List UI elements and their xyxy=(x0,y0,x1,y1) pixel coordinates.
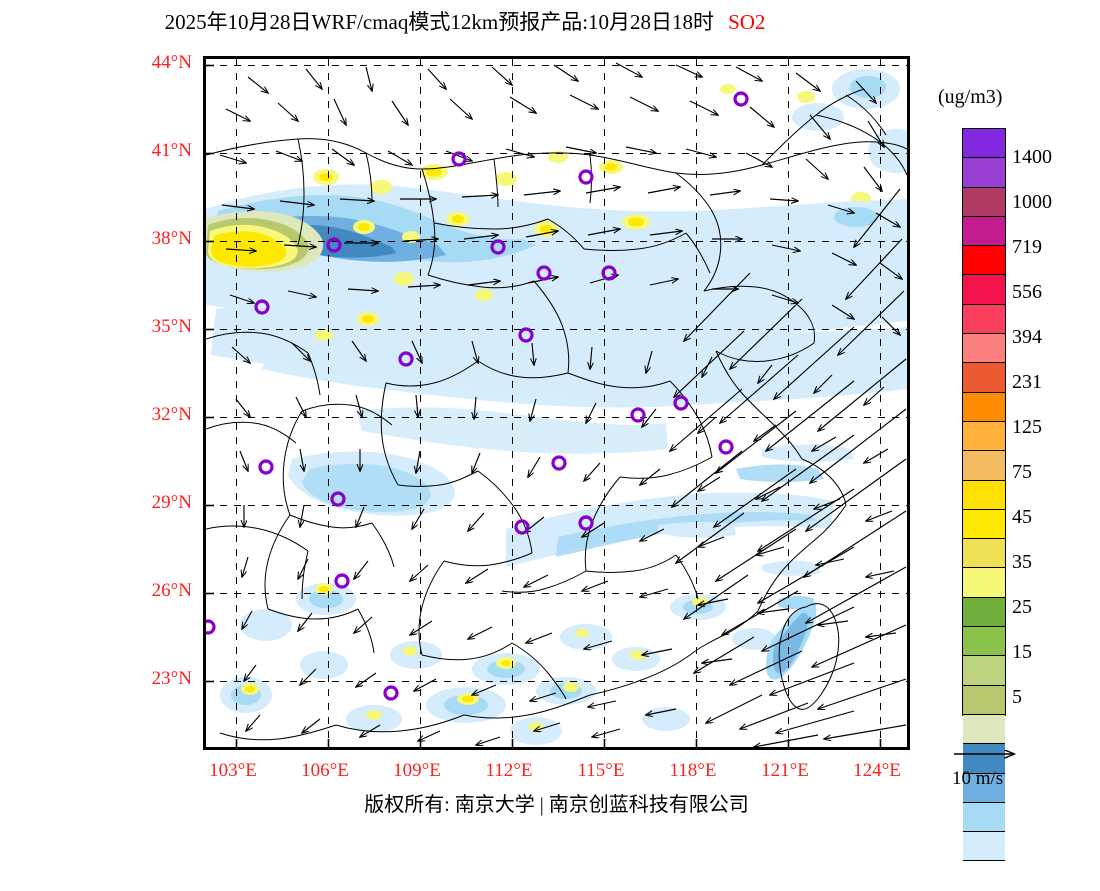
colorbar-swatch-35-40 xyxy=(963,627,1005,657)
colorbar-swatch-45-60 xyxy=(963,568,1005,598)
colorbar-swatch-475-556 xyxy=(963,304,1005,335)
x-axis-tick-124e: 124°E xyxy=(853,760,901,781)
colorbar-swatch-75-100 xyxy=(963,509,1005,540)
colorbar-swatch-25-30 xyxy=(963,685,1005,715)
title-species: SO2 xyxy=(728,10,766,34)
colorbar-swatch-7-10 xyxy=(963,802,1005,833)
colorbar-label-25: 25 xyxy=(1012,596,1032,618)
oceanic-wind-streamlines xyxy=(670,188,907,747)
axis-tick-marks xyxy=(206,64,882,747)
colorbar-swatch-640-719 xyxy=(963,246,1005,276)
colorbar-label-15: 15 xyxy=(1012,641,1032,663)
colorbar-swatch-719-860 xyxy=(963,216,1005,247)
x-axis-tick-106e: 106°E xyxy=(301,760,349,781)
title-main: 2025年10月28日WRF/cmaq模式12km预报产品:10月28日18时 xyxy=(164,10,715,34)
colorbar-swatch-312-394 xyxy=(963,363,1005,393)
province-boundaries xyxy=(206,88,907,741)
colorbar-swatch-60-75 xyxy=(963,539,1005,569)
colorbar-label-35: 35 xyxy=(1012,551,1032,573)
colorbar-label-556: 556 xyxy=(1012,281,1042,303)
colorbar-units-label: (ug/m3) xyxy=(938,86,1003,108)
x-axis-tick-121e: 121°E xyxy=(761,760,809,781)
colorbar[interactable] xyxy=(962,128,1006,891)
forecast-map-page: 2025年10月28日WRF/cmaq模式12km预报产品:10月28日18时 S… xyxy=(0,6,1052,891)
y-axis-tick-35n: 35°N xyxy=(151,316,192,337)
colorbar-swatch-10-15 xyxy=(963,773,1005,803)
x-axis-tick-112e: 112°E xyxy=(485,760,533,781)
colorbar-label-125: 125 xyxy=(1012,416,1042,438)
colorbar-swatch-5-7 xyxy=(963,832,1005,862)
colorbar-label-719: 719 xyxy=(1012,236,1042,258)
colorbar-swatch-100-125 xyxy=(963,480,1005,510)
colorbar-swatch-30-35 xyxy=(963,656,1005,686)
colorbar-swatch-15-20 xyxy=(963,744,1005,774)
y-axis-tick-44n: 44°N xyxy=(151,52,192,73)
y-axis-tick-29n: 29°N xyxy=(151,492,192,513)
y-axis-tick-26n: 26°N xyxy=(151,580,192,601)
colorbar-swatch-860-1000 xyxy=(963,187,1005,217)
colorbar-swatch-394-475 xyxy=(963,334,1005,364)
wind-scale-arrow-icon xyxy=(954,746,1032,766)
wind-vector-field xyxy=(219,62,902,745)
colorbar-label-394: 394 xyxy=(1012,326,1042,348)
colorbar-swatch-1000-1400 xyxy=(963,158,1005,188)
colorbar-label-231: 231 xyxy=(1012,371,1042,393)
y-axis-tick-32n: 32°N xyxy=(151,404,192,425)
wind-scale-label: 10 m/s xyxy=(952,768,1004,789)
map-plot-area[interactable] xyxy=(203,56,910,750)
colorbar-swatch-1400plus xyxy=(963,129,1005,159)
x-axis-tick-109e: 109°E xyxy=(393,760,441,781)
page-title: 2025年10月28日WRF/cmaq模式12km预报产品:10月28日18时 S… xyxy=(0,6,930,36)
x-axis-tick-118e: 118°E xyxy=(669,760,717,781)
colorbar-label-1000: 1000 xyxy=(1012,191,1052,213)
colorbar-swatch-40-45 xyxy=(963,597,1005,628)
colorbar-swatch-below5 xyxy=(963,861,1005,891)
colorbar-swatch-20-25 xyxy=(963,714,1005,745)
colorbar-label-45: 45 xyxy=(1012,506,1032,528)
city-markers[interactable] xyxy=(206,91,749,701)
map-canvas xyxy=(206,59,907,747)
x-axis-tick-103e: 103°E xyxy=(209,760,257,781)
wind-scale-key: 10 m/s xyxy=(952,746,1032,789)
colorbar-label-5: 5 xyxy=(1012,686,1022,708)
so2-concentration-field xyxy=(206,69,907,745)
y-axis-tick-23n: 23°N xyxy=(151,668,192,689)
colorbar-swatch-125-178 xyxy=(963,451,1005,481)
colorbar-label-75: 75 xyxy=(1012,461,1032,483)
colorbar-swatch-178-231 xyxy=(963,421,1005,452)
x-axis-tick-115e: 115°E xyxy=(577,760,625,781)
graticule-gridlines xyxy=(206,59,907,747)
y-axis-tick-41n: 41°N xyxy=(151,140,192,161)
colorbar-swatch-556-640 xyxy=(963,275,1005,305)
y-axis-tick-38n: 38°N xyxy=(151,228,192,249)
colorbar-swatch-231-312 xyxy=(963,392,1005,422)
copyright-footer: 版权所有: 南京大学 | 南京创蓝科技有限公司 xyxy=(364,794,749,816)
colorbar-label-1400: 1400 xyxy=(1012,146,1052,168)
